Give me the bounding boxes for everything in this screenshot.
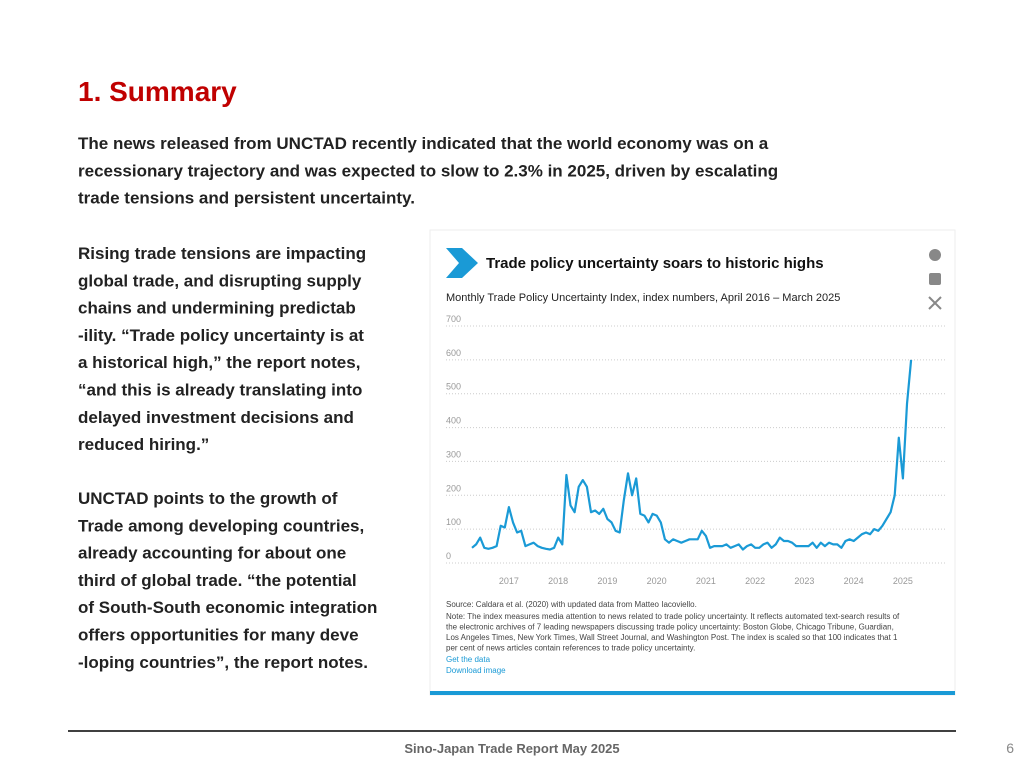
body-text: The news released from UNCTAD recently i… (78, 134, 778, 672)
x-tick-label: 2024 (844, 576, 864, 586)
y-tick-label: 100 (446, 517, 461, 527)
y-tick-label: 600 (446, 348, 461, 358)
x-icon[interactable] (928, 296, 942, 310)
x-tick-label: 2025 (893, 576, 913, 586)
note: Note: The index measures media attention… (446, 612, 900, 675)
paragraph-line: of South-South economic integration (78, 598, 377, 617)
facebook-icon[interactable] (929, 249, 941, 261)
plot: 0 100 200 300 400 500 600 700 2017 2018 2019 2020 20… (446, 314, 947, 586)
linkedin-icon[interactable] (929, 273, 941, 285)
paragraph-line: third of global trade. “the potential (78, 571, 357, 590)
x-tick-label: 2019 (597, 576, 617, 586)
paragraph-line: Trade among developing countries, (78, 516, 364, 535)
paragraph-line: “and this is already translating into (78, 381, 362, 400)
paragraph-line: delayed investment decisions and (78, 408, 354, 427)
source: Source: Caldara et al. (2020) with updat… (446, 600, 697, 609)
paragraph-line: Rising trade tensions are impacting (78, 244, 366, 263)
y-tick-label: 300 (446, 449, 461, 459)
y-tick-label: 200 (446, 483, 461, 493)
chart-subtitle: Monthly Trade Policy Uncertainty Index, … (446, 292, 840, 304)
x-tick-label: 2017 (499, 576, 519, 586)
y-tick-label: 700 (446, 314, 461, 324)
chart-card (429, 229, 956, 696)
note-line: per cent of news articles contain refere… (446, 644, 695, 653)
note-line: Los Angeles Times, New York Times, Wall … (446, 633, 898, 642)
paragraph-line: trade tensions and persistent uncertaint… (78, 189, 415, 208)
y-tick-label: 400 (446, 416, 461, 426)
link[interactable]: Get the data (446, 655, 491, 664)
link[interactable]: Download image (446, 666, 506, 675)
logo (446, 248, 478, 278)
paragraph-line: reduced hiring.” (78, 435, 209, 454)
x-tick-label: 2023 (794, 576, 814, 586)
x-tick-label: 2018 (548, 576, 568, 586)
x-tick-label: 2021 (696, 576, 716, 586)
card-border (430, 691, 955, 695)
note-line: Note: The index measures media attention… (446, 612, 900, 621)
x-tick-label: 2022 (745, 576, 765, 586)
paragraph-line: offers opportunities for many deve (78, 626, 359, 645)
page-number: 6 (1006, 740, 1014, 756)
paragraph-line: The news released from UNCTAD recently i… (78, 134, 769, 153)
y-tick-label: 0 (446, 551, 451, 561)
chart-title: Trade policy uncertainty soars to histor… (486, 255, 824, 272)
paragraph-line: -ility. “Trade policy uncertainty is at (78, 326, 364, 345)
paragraph-line: already accounting for about one (78, 544, 346, 563)
paragraph-line: global trade, and disrupting supply (78, 271, 362, 290)
x-tick-label: 2020 (647, 576, 667, 586)
paragraph-line: UNCTAD points to the growth of (78, 489, 338, 508)
paragraph-line: chains and undermining predictab (78, 299, 356, 318)
slide-title: 1. Summary (78, 76, 237, 107)
paragraph-line: a historical high,” the report notes, (78, 353, 360, 372)
footer: Sino-Japan Trade Report May 2025 (404, 741, 619, 756)
paragraph-line: recessionary trajectory and was expected… (78, 161, 778, 180)
data-line (471, 359, 913, 551)
y-tick-label: 500 (446, 382, 461, 392)
paragraph-line: -loping countries”, the report notes. (78, 653, 368, 672)
note-line: the electronic archives of 7 leading new… (446, 623, 894, 632)
